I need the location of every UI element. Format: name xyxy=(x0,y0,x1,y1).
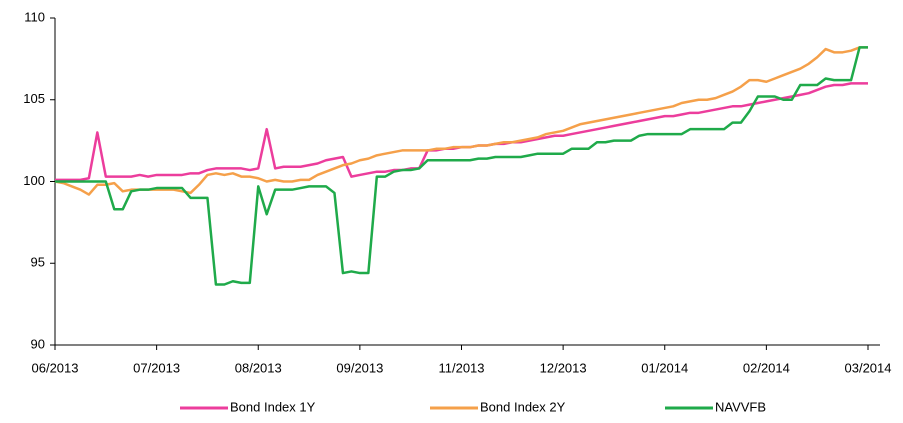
x-tick-label: 06/2013 xyxy=(32,360,79,375)
y-tick-label: 95 xyxy=(31,255,45,270)
series-line xyxy=(54,46,868,196)
x-tick-label: 01/2014 xyxy=(641,360,688,375)
legend-label: NAVVFB xyxy=(715,399,766,414)
y-tick-label: 110 xyxy=(24,9,45,24)
series-line xyxy=(55,46,868,286)
x-tick-label: 07/2013 xyxy=(133,360,180,375)
x-tick-label: 09/2013 xyxy=(336,360,383,375)
legend-label: Bond Index 2Y xyxy=(480,399,566,414)
x-tick-label: 12/2013 xyxy=(540,360,587,375)
y-tick-label: 105 xyxy=(23,91,45,106)
x-tick-label: 08/2013 xyxy=(235,360,282,375)
x-tick-label: 11/2013 xyxy=(438,360,484,375)
series-line xyxy=(55,82,868,182)
x-tick-label: 03/2014 xyxy=(845,360,892,375)
y-tick-label: 100 xyxy=(23,173,45,188)
y-tick-label: 90 xyxy=(31,336,45,351)
x-tick-label: 02/2014 xyxy=(743,360,790,375)
legend-label: Bond Index 1Y xyxy=(230,399,316,414)
